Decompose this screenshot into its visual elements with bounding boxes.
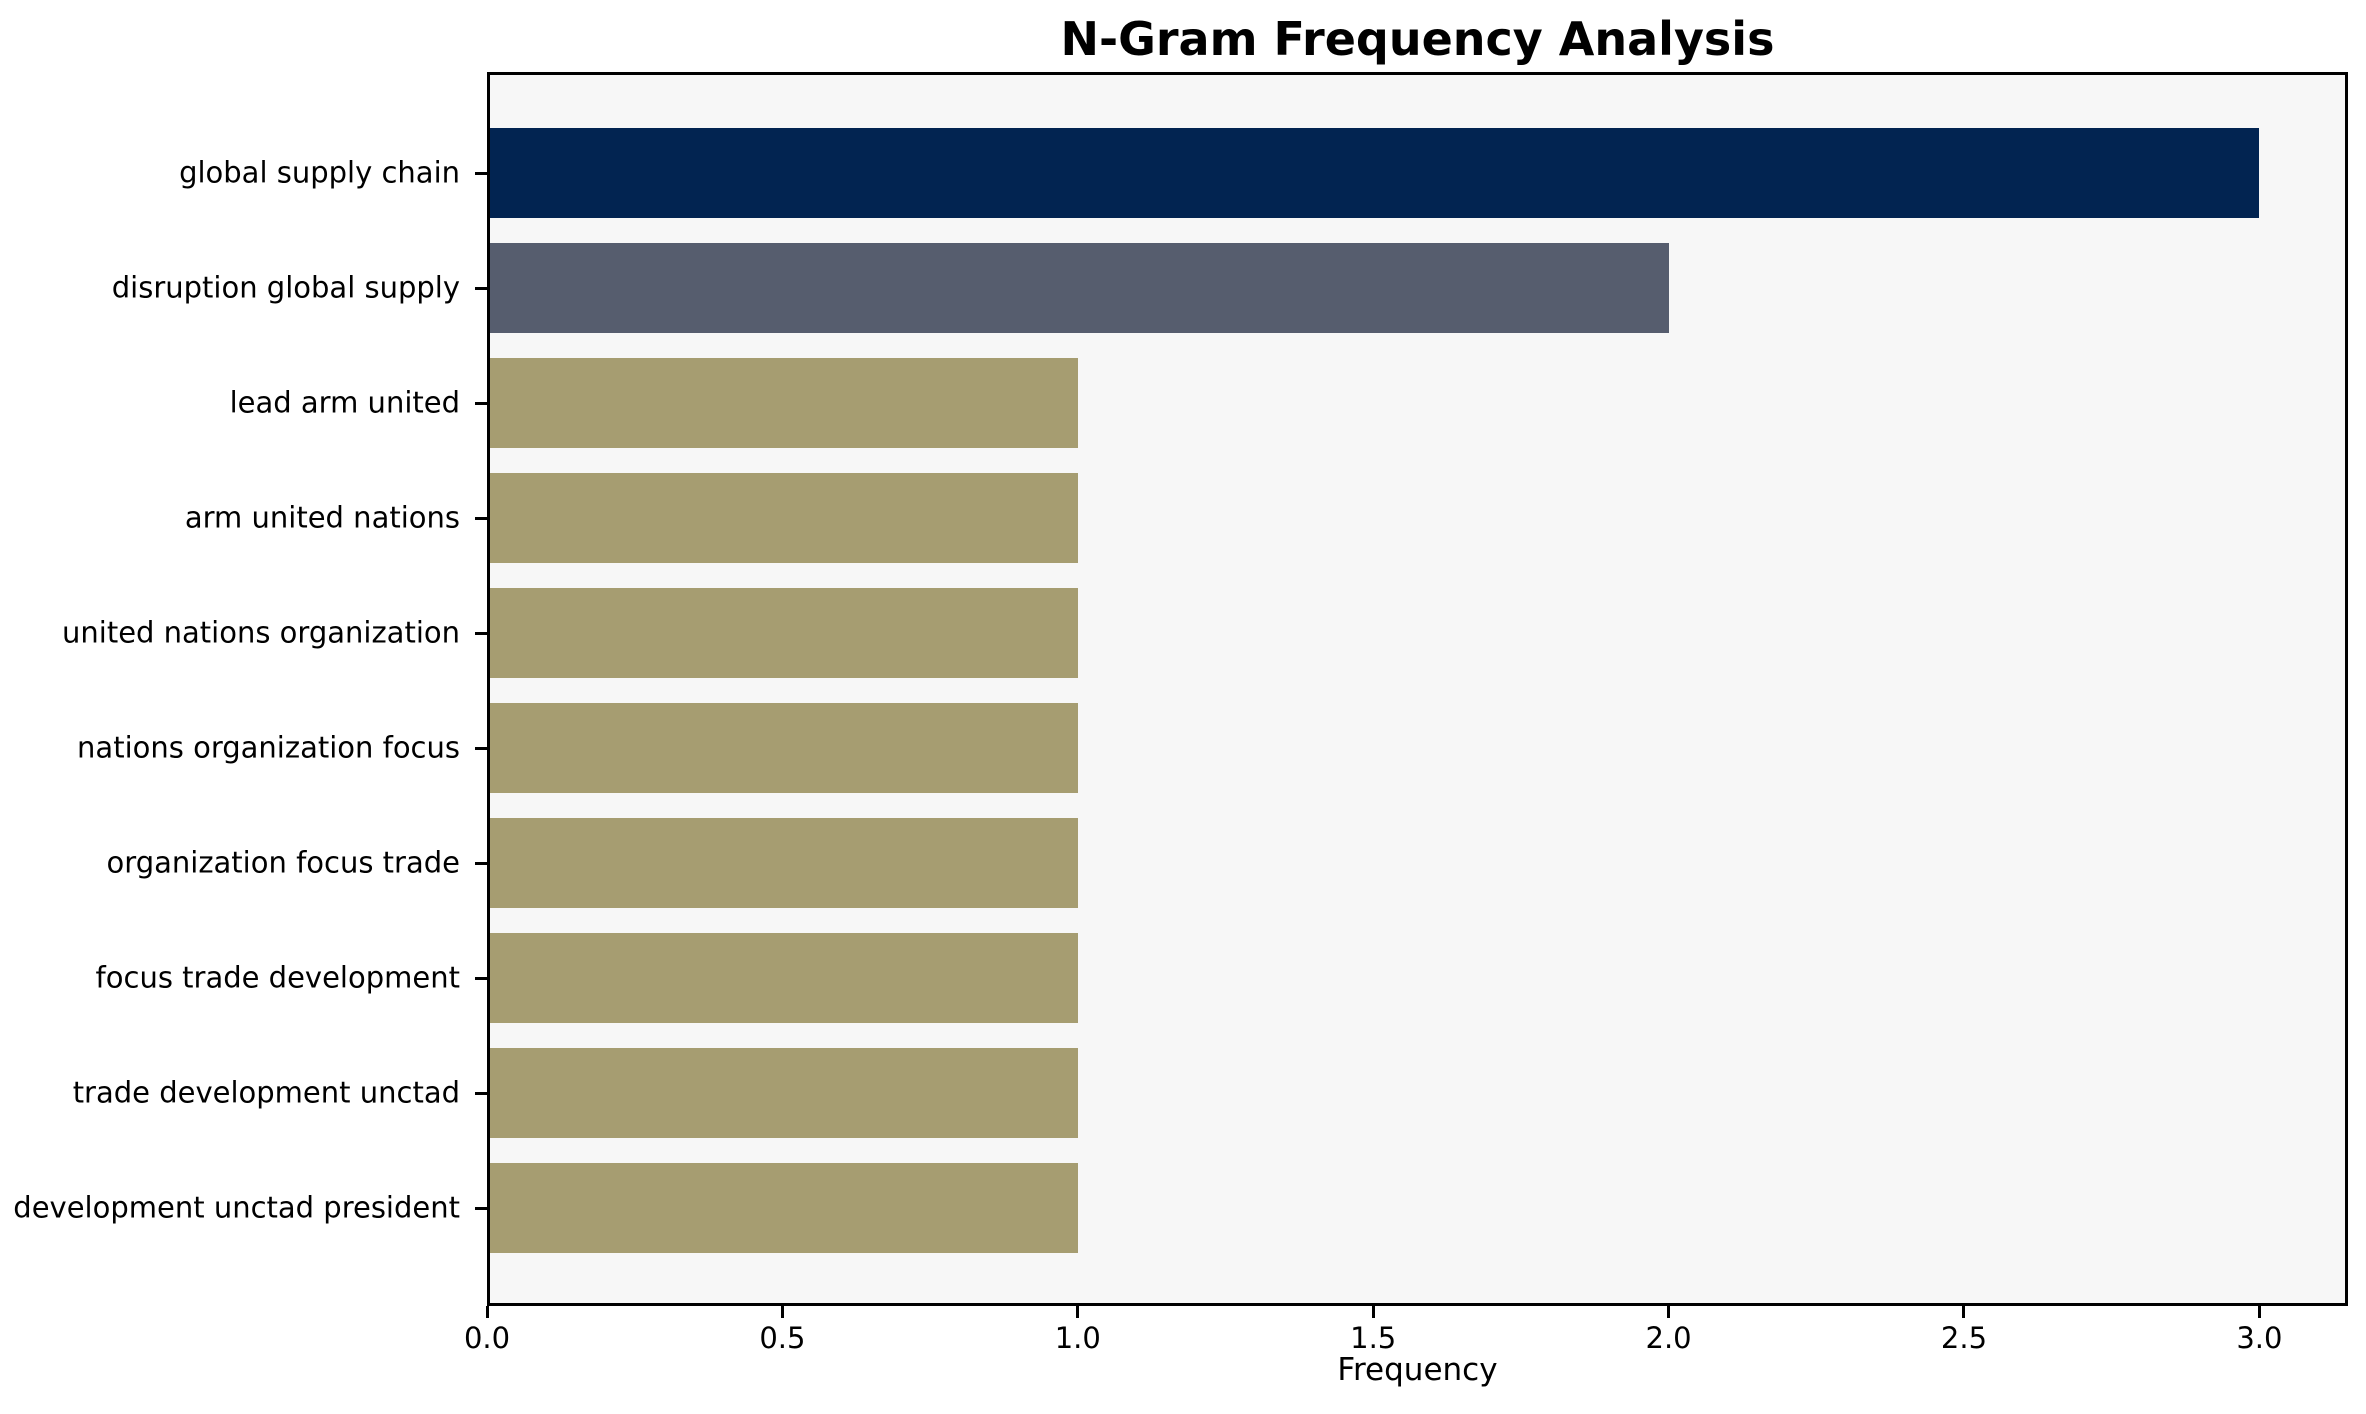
x-tick-label: 0.5 [759, 1321, 806, 1355]
chart-title: N-Gram Frequency Analysis [1060, 12, 1775, 66]
y-tick-mark [475, 631, 487, 635]
x-tick-label: 0.0 [463, 1321, 511, 1355]
bar-2 [487, 358, 1078, 448]
y-tick-label: global supply chain [179, 155, 460, 190]
x-tick-mark [780, 1306, 784, 1318]
y-tick-label: trade development unctad [72, 1075, 460, 1110]
y-tick-mark [475, 746, 487, 750]
x-axis-title: Frequency [1337, 1352, 1498, 1388]
bar-7 [487, 933, 1078, 1023]
y-tick-label: focus trade development [95, 960, 460, 995]
y-axis: global supply chain disruption global sup… [0, 72, 460, 1306]
y-tick-mark [475, 861, 487, 865]
y-tick-mark [475, 286, 487, 290]
y-tick-mark [475, 1091, 487, 1095]
bar-0 [487, 128, 2260, 218]
bar-6 [487, 818, 1078, 908]
y-tick-mark [475, 976, 487, 980]
x-tick-mark [2257, 1306, 2261, 1318]
y-tick-label: united nations organization [62, 615, 460, 650]
bar-8 [487, 1048, 1078, 1138]
x-tick-mark [1667, 1306, 1671, 1318]
x-tick-label: 2.5 [1940, 1321, 1988, 1355]
y-tick-mark [475, 516, 487, 520]
x-tick-label: 1.0 [1054, 1321, 1101, 1355]
x-tick-mark [1076, 1306, 1080, 1318]
x-tick-label: 1.5 [1350, 1321, 1397, 1355]
x-tick-mark [1371, 1306, 1375, 1318]
bar-5 [487, 703, 1078, 793]
y-tick-mark [475, 1206, 487, 1210]
bar-4 [487, 588, 1078, 678]
y-tick-mark [475, 401, 487, 405]
y-tick-label: nations organization focus [77, 730, 460, 765]
y-tick-label: development unctad president [13, 1190, 460, 1225]
bar-3 [487, 473, 1078, 563]
x-tick-label: 3.0 [2236, 1321, 2283, 1355]
bar-9 [487, 1163, 1078, 1253]
x-tick-mark [1962, 1306, 1966, 1318]
y-tick-mark [475, 171, 487, 175]
y-tick-label: organization focus trade [106, 845, 460, 880]
y-tick-label: lead arm united [229, 385, 460, 420]
y-tick-label: disruption global supply [111, 270, 460, 305]
y-tick-label: arm united nations [184, 500, 460, 535]
x-tick-label: 2.0 [1645, 1321, 1692, 1355]
plot-area [487, 72, 2348, 1306]
x-tick-mark [485, 1306, 489, 1318]
bar-1 [487, 243, 1669, 333]
